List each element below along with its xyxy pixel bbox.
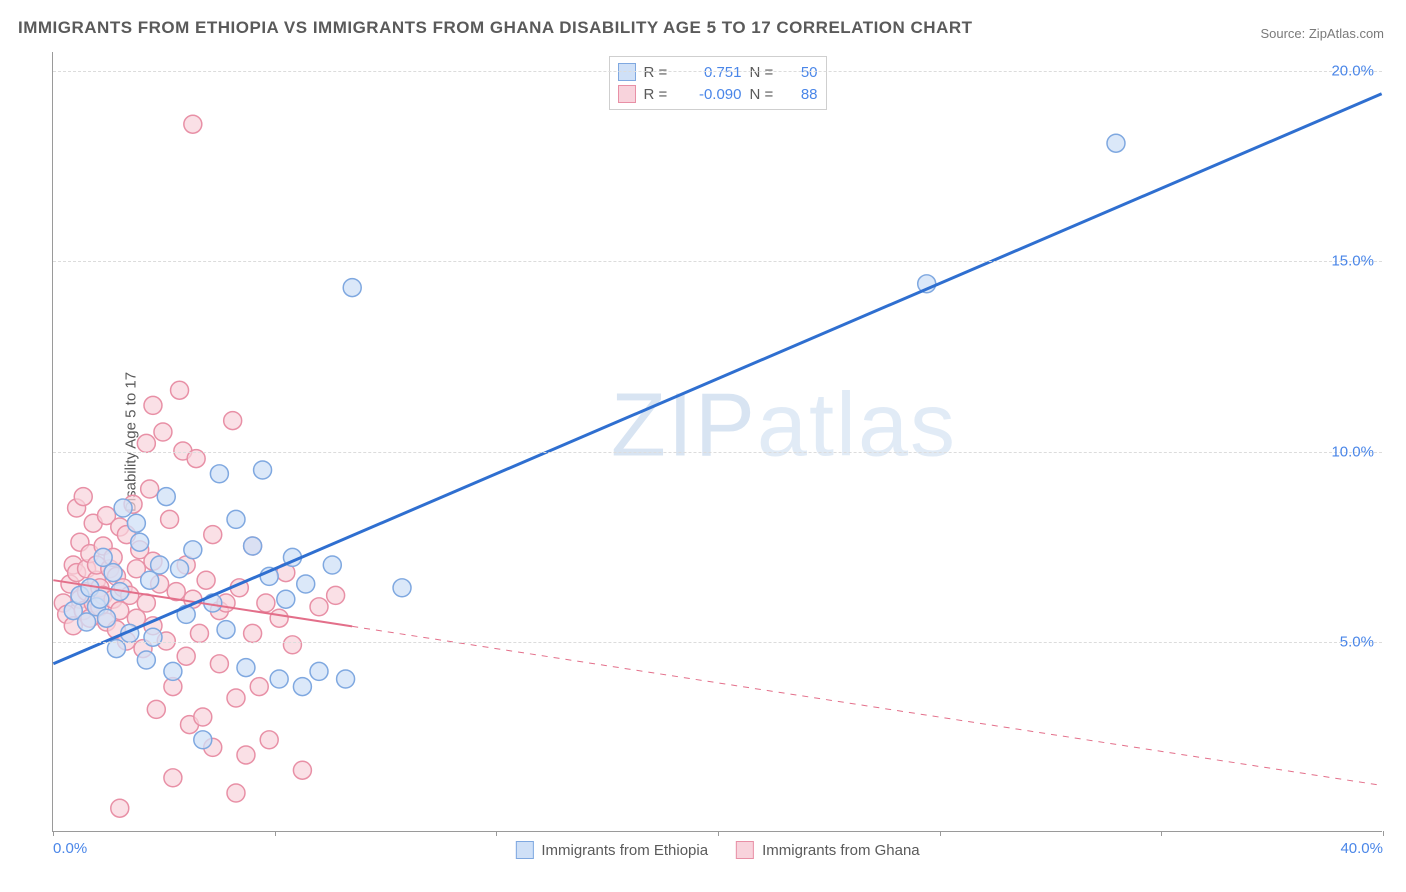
legend-label-ethiopia: Immigrants from Ethiopia — [541, 842, 708, 859]
n-label: N = — [750, 86, 780, 103]
swatch-ghana — [736, 841, 754, 859]
chart-title: IMMIGRANTS FROM ETHIOPIA VS IMMIGRANTS F… — [18, 18, 973, 38]
r-value-ghana: -0.090 — [682, 86, 742, 103]
swatch-ghana — [618, 85, 636, 103]
y-tick-label: 15.0% — [1331, 253, 1374, 270]
chart-svg — [53, 52, 1382, 831]
r-label: R = — [644, 86, 674, 103]
legend-bottom: Immigrants from Ethiopia Immigrants from… — [515, 841, 919, 859]
stats-row-ghana: R = -0.090 N = 88 — [618, 83, 818, 105]
plot-area: Disability Age 5 to 17 ZIPatlas R = 0.75… — [52, 52, 1382, 832]
y-tick-label: 10.0% — [1331, 443, 1374, 460]
stats-legend-box: R = 0.751 N = 50 R = -0.090 N = 88 — [609, 56, 827, 110]
legend-label-ghana: Immigrants from Ghana — [762, 842, 920, 859]
x-tick-label: 40.0% — [1340, 840, 1383, 857]
legend-item-ghana: Immigrants from Ghana — [736, 841, 920, 859]
n-value-ghana: 88 — [788, 86, 818, 103]
x-tick-label: 0.0% — [53, 840, 87, 857]
y-tick-label: 5.0% — [1340, 633, 1374, 650]
source-label: Source: ZipAtlas.com — [1260, 26, 1384, 41]
swatch-ethiopia — [515, 841, 533, 859]
legend-item-ethiopia: Immigrants from Ethiopia — [515, 841, 708, 859]
y-tick-label: 20.0% — [1331, 63, 1374, 80]
